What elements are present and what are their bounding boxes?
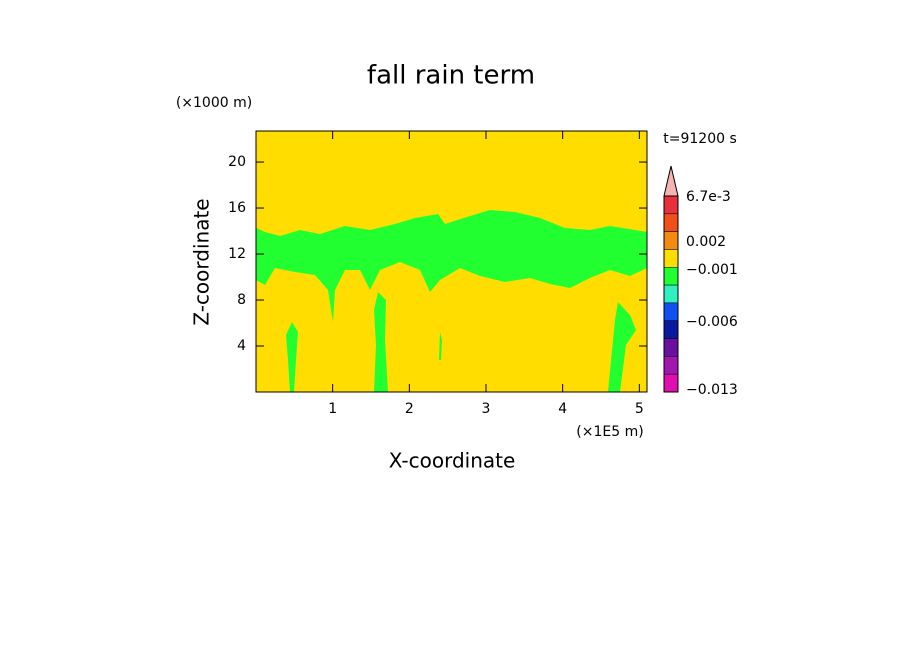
- colorbar-box: [663, 302, 679, 321]
- colorbar-box: [663, 231, 679, 250]
- y-unit: (×1000 m): [176, 95, 252, 111]
- x-axis-label: X-coordinate: [389, 449, 516, 473]
- colorbar-label: −0.001: [686, 262, 738, 278]
- time-label: t=91200 s: [663, 131, 737, 147]
- colorbar-box: [663, 356, 679, 375]
- y-tick-label: 8: [237, 292, 246, 308]
- colorbar-box: [663, 320, 679, 339]
- x-tick-label: 4: [558, 401, 567, 417]
- plot-frame: [255, 130, 648, 393]
- chart-title: fall rain term: [367, 61, 535, 91]
- x-tick-label: 3: [482, 401, 491, 417]
- y-tick-label: 12: [228, 246, 246, 262]
- green-region: [256, 210, 647, 392]
- colorbar-arrow: [663, 165, 679, 197]
- colorbar-label: 6.7e-3: [686, 189, 731, 205]
- x-tick-label: 1: [328, 401, 337, 417]
- y-axis-label: Z-coordinate: [190, 198, 214, 325]
- colorbar-box: [663, 249, 679, 268]
- x-unit: (×1E5 m): [576, 424, 643, 440]
- y-tick-label: 16: [228, 200, 246, 216]
- y-tick-label: 20: [228, 154, 246, 170]
- colorbar-box: [663, 195, 679, 215]
- colorbar-box: [663, 267, 679, 286]
- y-tick-label: 4: [237, 338, 246, 354]
- colorbar-label: −0.006: [686, 314, 738, 330]
- colorbar-box: [663, 338, 679, 357]
- colorbar-frame: [663, 195, 679, 393]
- x-tick-label: 5: [635, 401, 644, 417]
- colorbar-label: −0.013: [686, 382, 738, 398]
- colorbar-box: [663, 373, 679, 393]
- colorbar-label: 0.002: [686, 234, 726, 250]
- colorbar-box: [663, 284, 679, 304]
- colorbar-box: [663, 213, 679, 232]
- x-tick-label: 2: [405, 401, 414, 417]
